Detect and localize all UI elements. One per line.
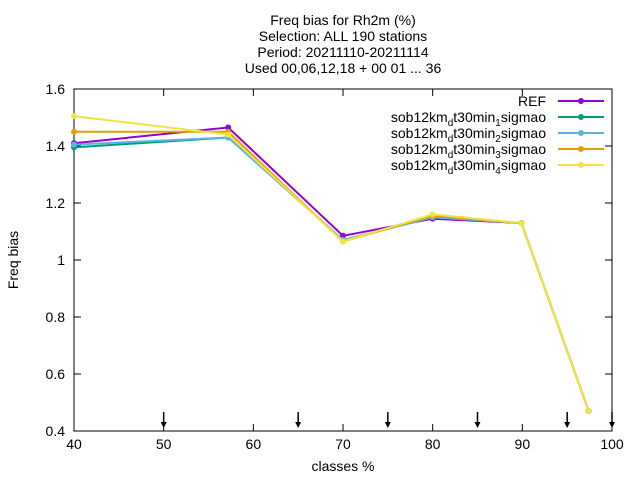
legend-swatch-marker	[578, 98, 584, 104]
chart-title: Freq bias for Rh2m (%)Selection: ALL 190…	[245, 12, 442, 76]
x-tick-label: 40	[66, 436, 82, 452]
x-tick-label: 90	[515, 436, 531, 452]
legend-label: REF	[518, 93, 546, 109]
class-marker-arrowhead	[160, 422, 167, 428]
title-line: Freq bias for Rh2m (%)	[270, 12, 415, 28]
series-line	[73, 136, 590, 412]
series-lines	[71, 113, 592, 415]
data-point	[71, 113, 77, 120]
legend-label: sob12kmdt30min1sigmao	[391, 109, 546, 129]
y-axis-label: Freq bias	[5, 231, 21, 289]
y-tick-label: 1.6	[46, 81, 66, 97]
data-point	[225, 131, 232, 138]
class-markers	[160, 412, 615, 428]
title-line: Selection: ALL 190 stations	[259, 28, 427, 44]
series-line	[73, 115, 590, 412]
class-marker-arrowhead	[474, 422, 481, 428]
x-tick-label: 50	[156, 436, 172, 452]
series-line	[74, 130, 590, 412]
data-point	[71, 141, 77, 148]
x-tick-label: 80	[425, 436, 441, 452]
legend-label: sob12kmdt30min4sigmao	[391, 157, 546, 177]
legend-swatch-marker	[578, 114, 584, 120]
y-tick-label: 0.4	[46, 423, 66, 439]
x-tick-label: 70	[335, 436, 351, 452]
y-tick-label: 1	[57, 252, 65, 268]
class-marker-arrowhead	[384, 422, 391, 428]
series-line	[73, 136, 590, 412]
data-point	[340, 232, 346, 239]
y-tick-label: 0.8	[46, 309, 66, 325]
y-tick-label: 0.6	[46, 366, 66, 382]
legend-swatch-marker	[578, 162, 584, 168]
x-tick-label: 60	[246, 436, 262, 452]
data-point	[518, 219, 525, 226]
y-tick-label: 1.2	[46, 195, 66, 211]
class-marker-arrowhead	[564, 422, 571, 428]
legend-label: sob12kmdt30min3sigmao	[391, 141, 546, 161]
data-point	[585, 408, 592, 415]
class-marker-arrowhead	[609, 422, 615, 428]
legend-label: sob12kmdt30min2sigmao	[391, 125, 546, 145]
x-tick-label: 100	[600, 436, 624, 452]
x-axis-label: classes %	[311, 458, 374, 474]
title-line: Used 00,06,12,18 + 00 01 ... 36	[245, 60, 442, 76]
y-tick-label: 1.4	[46, 138, 66, 154]
data-point	[340, 238, 346, 245]
title-line: Period: 20211110-20211114	[257, 44, 428, 60]
legend: REFsob12kmdt30min1sigmaosob12kmdt30min2s…	[391, 93, 604, 177]
data-point	[71, 128, 77, 135]
class-marker-arrowhead	[295, 422, 302, 428]
data-point	[225, 124, 232, 131]
legend-swatch-marker	[578, 130, 584, 136]
legend-swatch-marker	[578, 146, 584, 152]
data-point	[429, 211, 436, 218]
axis-ticks: 40 50 60 70 80 90 100 0.4 0.6 0.8 1 1.2 1.4 1.6	[46, 81, 624, 452]
